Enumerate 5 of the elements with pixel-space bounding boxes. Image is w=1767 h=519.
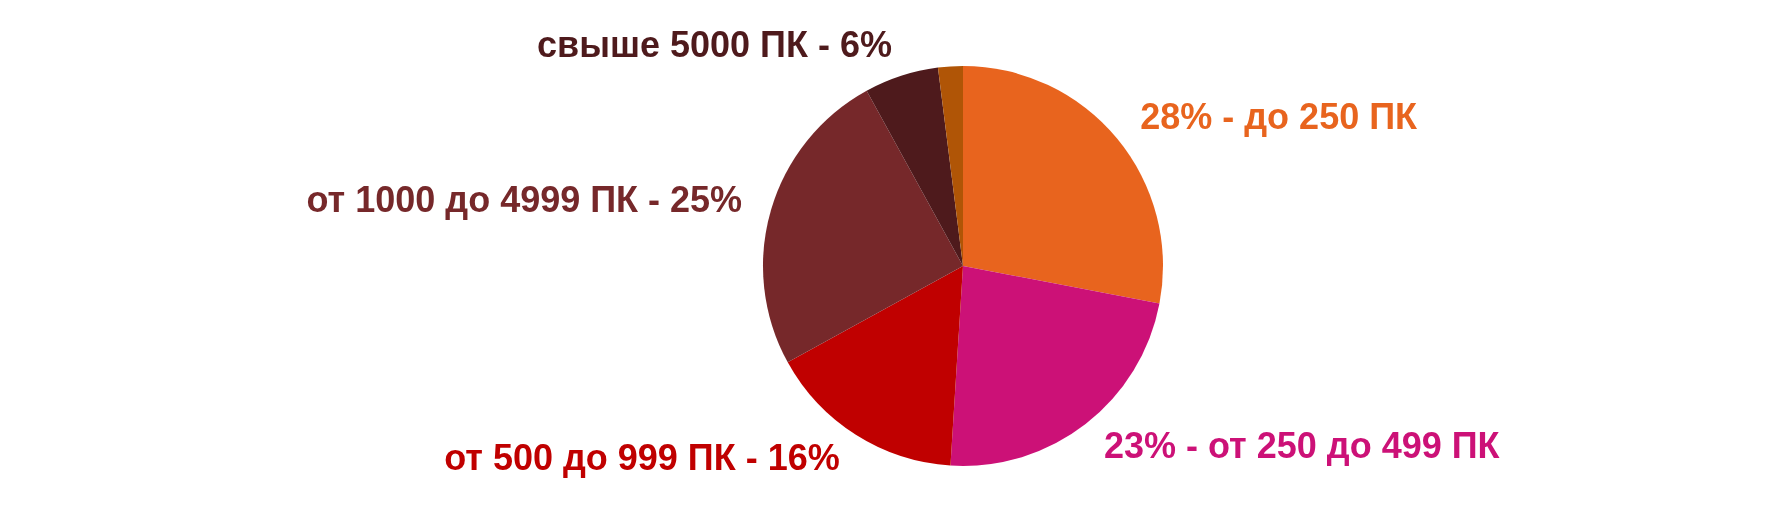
slice-label: от 500 до 999 ПК - 16% xyxy=(444,437,840,479)
slice-label: 23% - от 250 до 499 ПК xyxy=(1103,424,1501,466)
slice-label: свыше 5000 ПК - 6% xyxy=(537,24,892,66)
slice-label: 28% - до 250 ПК xyxy=(1140,96,1419,138)
slice-label: от 1000 до 4999 ПК - 25% xyxy=(306,178,743,220)
